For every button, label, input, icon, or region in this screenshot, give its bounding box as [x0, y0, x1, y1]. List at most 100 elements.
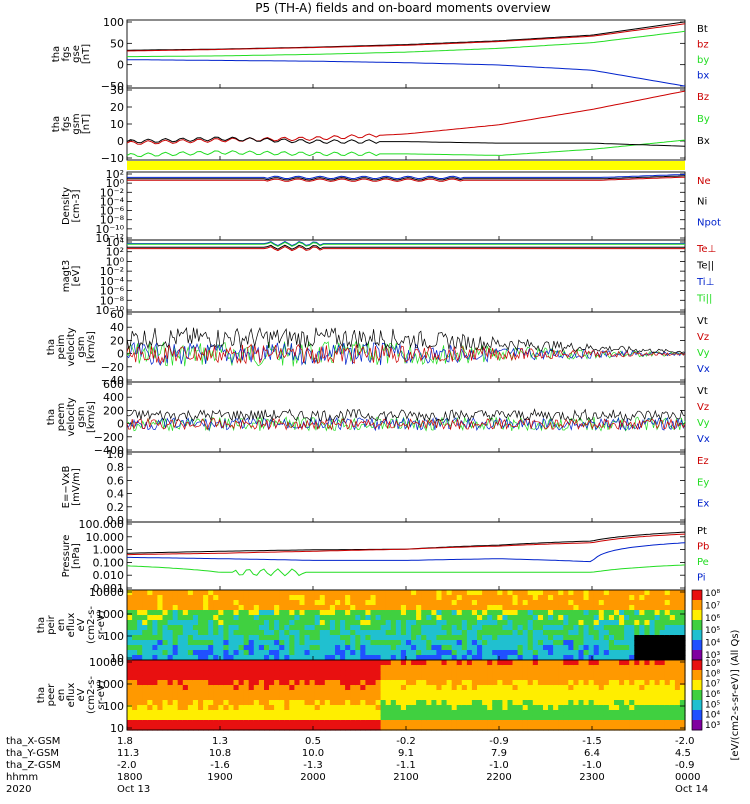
spec-cell: [522, 640, 529, 646]
spec-cell: [619, 650, 625, 656]
spec-cell: [466, 660, 473, 666]
spec-cell: [299, 665, 306, 671]
spec-cell: [152, 720, 159, 726]
spec-cell: [578, 630, 585, 636]
spec-cell: [345, 695, 351, 701]
spec-cell: [269, 720, 275, 726]
spec-cell: [573, 720, 580, 726]
spec-cell: [187, 720, 194, 726]
spec-cell: [152, 640, 159, 646]
spec-cell: [507, 650, 514, 656]
spec-cell: [187, 640, 194, 646]
spec-cell: [264, 725, 270, 731]
spec-cell: [583, 600, 590, 606]
spec-cell: [375, 590, 382, 596]
spec-cell: [436, 645, 443, 651]
spec-cell: [264, 670, 270, 676]
spec-cell: [274, 645, 280, 651]
spec-cell: [162, 720, 169, 726]
spec-cell: [319, 600, 326, 606]
series-group: [126, 326, 686, 367]
spec-cell: [324, 660, 331, 666]
spec-cell: [406, 650, 412, 656]
spec-cell: [466, 705, 473, 711]
spec-cell: [142, 725, 148, 731]
spec-cell: [137, 695, 143, 701]
colorbar-tick-label: 10⁸: [705, 589, 720, 599]
spec-cell: [127, 595, 133, 601]
spec-cell: [466, 590, 473, 596]
spec-cell: [208, 660, 214, 666]
spec-cell: [527, 685, 534, 691]
spec-cell: [461, 710, 468, 716]
spec-cell: [487, 600, 493, 606]
spec-cell: [147, 640, 153, 646]
spec-cell: [314, 715, 321, 721]
spec-cell: [208, 635, 214, 641]
spec-cell: [233, 725, 240, 731]
spec-cell: [375, 725, 382, 731]
spec-cell: [603, 650, 610, 656]
spec-cell: [142, 660, 148, 666]
spec-cell: [223, 675, 230, 681]
spec-cell: [294, 680, 301, 686]
spec-cell: [421, 725, 427, 731]
y-axis-label: [km/s]: [86, 401, 97, 433]
spec-cell: [340, 605, 346, 611]
spec-cell: [624, 665, 630, 671]
legend-entry: Pi: [697, 573, 706, 584]
spec-cell: [324, 675, 331, 681]
spec-cell: [669, 645, 676, 651]
colorbar-tick-label: 10⁷: [705, 601, 720, 611]
spec-cell: [375, 700, 382, 706]
spec-cell: [436, 625, 443, 631]
spec-cell: [400, 690, 407, 696]
spec-cell: [228, 600, 235, 606]
spec-cell: [127, 710, 133, 716]
spec-cell: [329, 715, 336, 721]
spec-cell: [340, 615, 346, 621]
spec-cell: [365, 600, 372, 606]
spec-cell: [487, 625, 493, 631]
spec-cell: [522, 630, 529, 636]
spec-cell: [598, 720, 605, 726]
x-axis-value: -1.3: [303, 760, 323, 771]
spec-cell: [421, 690, 427, 696]
spec-cell: [456, 590, 463, 596]
spec-cell: [177, 600, 184, 606]
spec-cell: [426, 650, 432, 656]
spec-cell: [400, 695, 407, 701]
spec-cell: [248, 605, 255, 611]
colorbar-swatch: [692, 590, 702, 601]
spec-cell: [603, 595, 610, 601]
spec-cell: [152, 650, 159, 656]
spec-cell: [264, 605, 270, 611]
y-tick-label: −400: [94, 444, 124, 457]
spec-cell: [208, 650, 214, 656]
spec-cell: [644, 590, 651, 596]
spec-cell: [517, 625, 524, 631]
spec-cell: [644, 710, 651, 716]
spec-cell: [679, 685, 686, 691]
spec-cell: [477, 650, 483, 656]
spec-cell: [659, 720, 666, 726]
spec-cell: [608, 595, 615, 601]
spec-cell: [471, 590, 478, 596]
spec-cell: [248, 695, 255, 701]
spec-cell: [482, 680, 488, 686]
spec-cell: [243, 590, 250, 596]
spec-cell: [502, 615, 509, 621]
x-axis-value: 0.5: [305, 736, 321, 747]
spec-cell: [603, 710, 610, 716]
spec-cell: [603, 660, 610, 666]
spec-cell: [431, 690, 438, 696]
y-axis-label: fgs: [61, 46, 72, 61]
spec-cell: [461, 685, 468, 691]
spec-cell: [345, 690, 351, 696]
spec-cell: [411, 665, 417, 671]
spec-cell: [619, 700, 625, 706]
spec-cell: [142, 605, 148, 611]
spec-cell: [406, 690, 412, 696]
spec-cell: [629, 640, 635, 646]
spec-cell: [335, 665, 341, 671]
